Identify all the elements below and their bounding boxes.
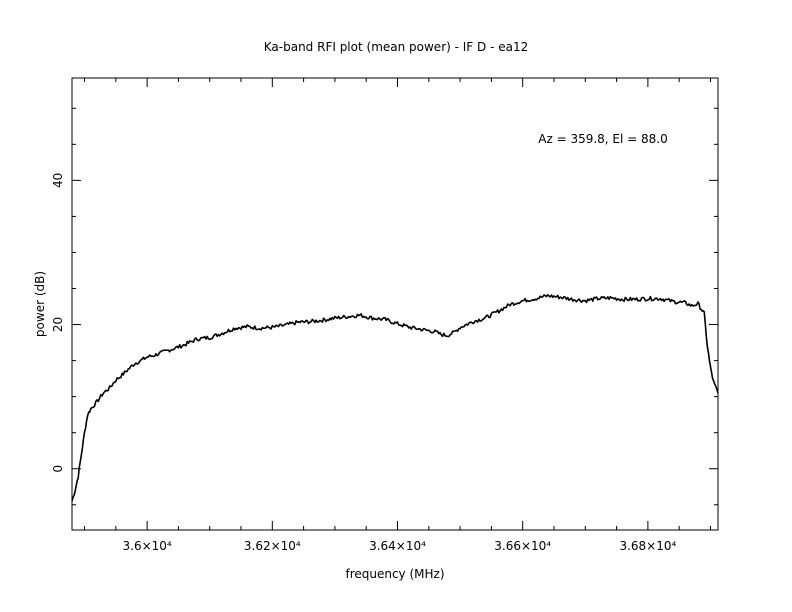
x-tick-label: 3.62×10⁴	[244, 539, 301, 553]
y-tick-label: 40	[51, 173, 65, 188]
y-tick-label: 0	[51, 465, 65, 473]
az-el-annotation: Az = 359.8, El = 88.0	[538, 132, 668, 146]
x-tick-label: 3.68×10⁴	[619, 539, 676, 553]
axis-ticks	[72, 78, 718, 530]
y-tick-label: 20	[51, 317, 65, 332]
x-tick-label: 3.64×10⁴	[369, 539, 426, 553]
x-tick-label: 3.6×10⁴	[123, 539, 172, 553]
x-tick-label: 3.66×10⁴	[494, 539, 551, 553]
series-line	[71, 293, 719, 502]
plot-frame	[71, 77, 719, 531]
x-axis-label: frequency (MHz)	[345, 567, 444, 581]
axis-tick-labels: 3.6×10⁴ 3.62×10⁴ 3.64×10⁴ 3.66×10⁴ 3.68×10⁴ 0…	[51, 173, 677, 553]
y-axis-label: power (dB)	[33, 271, 47, 337]
chart-title: Ka-band RFI plot (mean power) - IF D - e…	[263, 40, 529, 54]
